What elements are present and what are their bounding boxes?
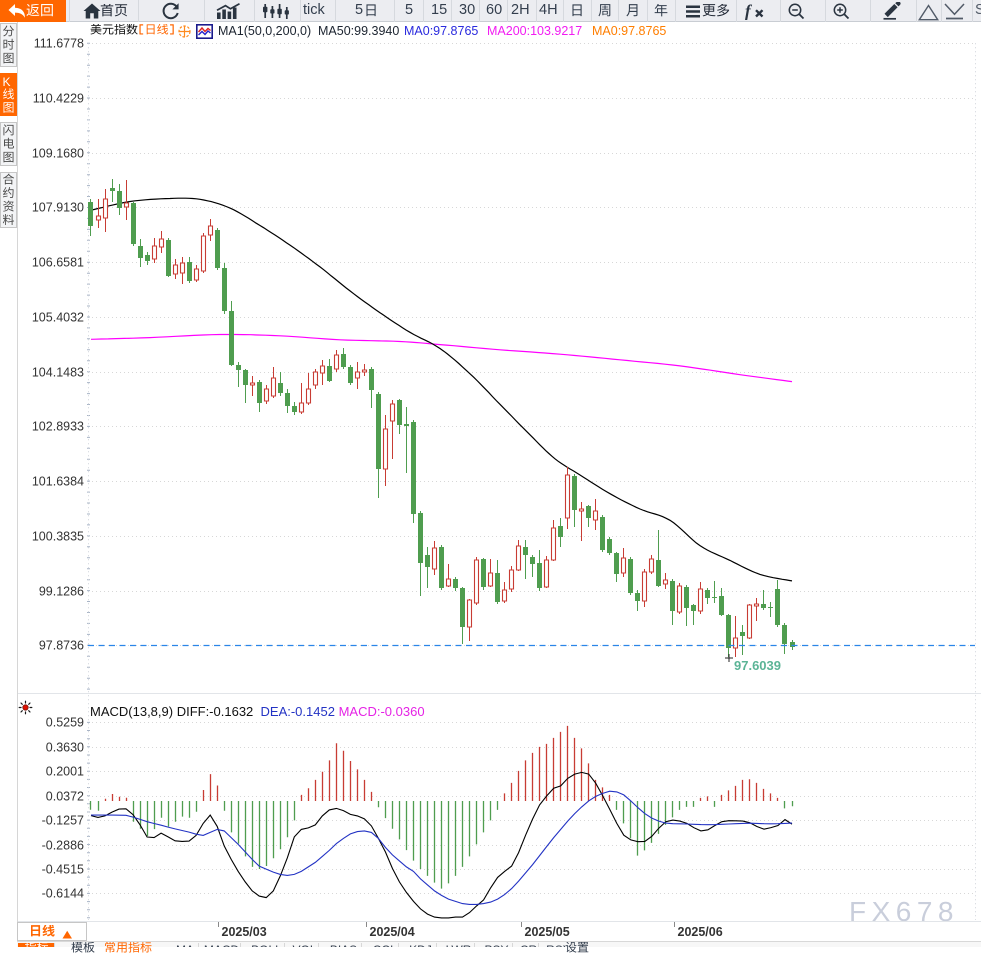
svg-text:FX678: FX678 bbox=[849, 896, 959, 927]
svg-text:101.6384: 101.6384 bbox=[32, 475, 84, 489]
svg-text:2025/05: 2025/05 bbox=[525, 925, 570, 939]
svg-text:97.6039: 97.6039 bbox=[734, 658, 781, 673]
svg-text:-0.1257: -0.1257 bbox=[42, 814, 84, 828]
svg-text:99.1286: 99.1286 bbox=[39, 585, 84, 599]
svg-text:100.3835: 100.3835 bbox=[32, 530, 84, 544]
svg-text:-0.4515: -0.4515 bbox=[42, 863, 84, 877]
svg-text:2025/06: 2025/06 bbox=[678, 925, 723, 939]
svg-text:K: K bbox=[3, 74, 11, 88]
svg-text:97.8736: 97.8736 bbox=[39, 639, 84, 653]
svg-text:109.1680: 109.1680 bbox=[32, 147, 84, 161]
svg-text:104.1483: 104.1483 bbox=[32, 366, 84, 380]
svg-text:0.3630: 0.3630 bbox=[46, 741, 84, 755]
svg-text:110.4229: 110.4229 bbox=[33, 92, 84, 106]
svg-text:f: f bbox=[745, 2, 753, 20]
svg-text:0.5259: 0.5259 bbox=[46, 716, 84, 730]
svg-text:111.6778: 111.6778 bbox=[34, 37, 84, 51]
svg-text:0.2001: 0.2001 bbox=[46, 765, 84, 779]
svg-text:0.0372: 0.0372 bbox=[46, 790, 84, 804]
svg-text:-0.6144: -0.6144 bbox=[42, 887, 84, 901]
svg-text:106.6581: 106.6581 bbox=[32, 256, 84, 270]
svg-text:105.4032: 105.4032 bbox=[32, 311, 84, 325]
svg-text:2025/03: 2025/03 bbox=[222, 925, 267, 939]
svg-text:-0.2886: -0.2886 bbox=[42, 839, 84, 853]
svg-text:2025/04: 2025/04 bbox=[370, 925, 415, 939]
svg-text:102.8933: 102.8933 bbox=[32, 420, 84, 434]
svg-text:107.9130: 107.9130 bbox=[32, 201, 84, 215]
